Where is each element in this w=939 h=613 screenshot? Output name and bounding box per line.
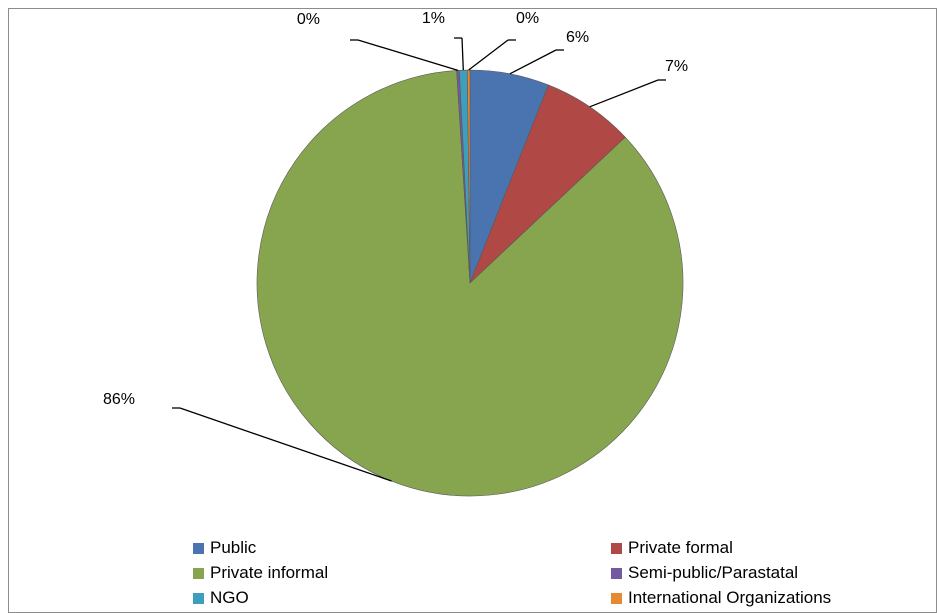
leader-line-private-informal xyxy=(179,407,392,482)
pie-slice-private-informal xyxy=(256,70,684,497)
pie-slice-international-organizations xyxy=(467,69,471,284)
legend-swatch-private-formal xyxy=(611,542,622,554)
leader-line-semi-public-parastatal xyxy=(357,39,459,71)
data-label-private-informal: 86% xyxy=(103,391,135,408)
legend-item-semi-public: Semi-public/Parastatal xyxy=(611,563,798,583)
leader-line-international-organizations xyxy=(468,39,509,71)
legend-swatch-public xyxy=(193,542,204,554)
leaders-layer xyxy=(172,37,666,482)
legend-label-semi-public: Semi-public/Parastatal xyxy=(628,563,799,582)
legend-label-public: Public xyxy=(210,538,257,557)
data-label-international-organizations: 0% xyxy=(516,10,539,27)
labels-layer: 6% 7% 86% 0% 1% 0% xyxy=(103,10,688,408)
data-label-public: 6% xyxy=(566,29,589,46)
leader-line-private-formal xyxy=(589,79,659,108)
legend-label-private-informal: Private informal xyxy=(210,563,329,582)
leader-line-ngo xyxy=(461,37,464,71)
data-label-private-formal: 7% xyxy=(665,58,688,75)
legend-label-ngo: NGO xyxy=(210,588,249,607)
legend-swatch-international-organizations xyxy=(611,592,622,604)
legend-swatch-semi-public xyxy=(611,567,622,579)
legend-item-ngo: NGO xyxy=(193,588,249,608)
data-label-ngo: 1% xyxy=(422,10,445,27)
legend-swatch-ngo xyxy=(193,592,204,604)
legend-swatch-private-informal xyxy=(193,567,204,579)
leader-line-public xyxy=(509,49,557,75)
legend-label-private-formal: Private formal xyxy=(628,538,733,557)
legend-label-international-organizations: International Organizations xyxy=(628,588,832,607)
legend-item-private-formal: Private formal xyxy=(611,538,733,558)
legend-item-international-organizations: International Organizations xyxy=(611,588,831,608)
data-label-semi-public-parastatal: 0% xyxy=(297,11,320,28)
slices-layer xyxy=(256,69,684,497)
legend-item-private-informal: Private informal xyxy=(193,563,328,583)
legend-item-public: Public xyxy=(193,538,256,558)
